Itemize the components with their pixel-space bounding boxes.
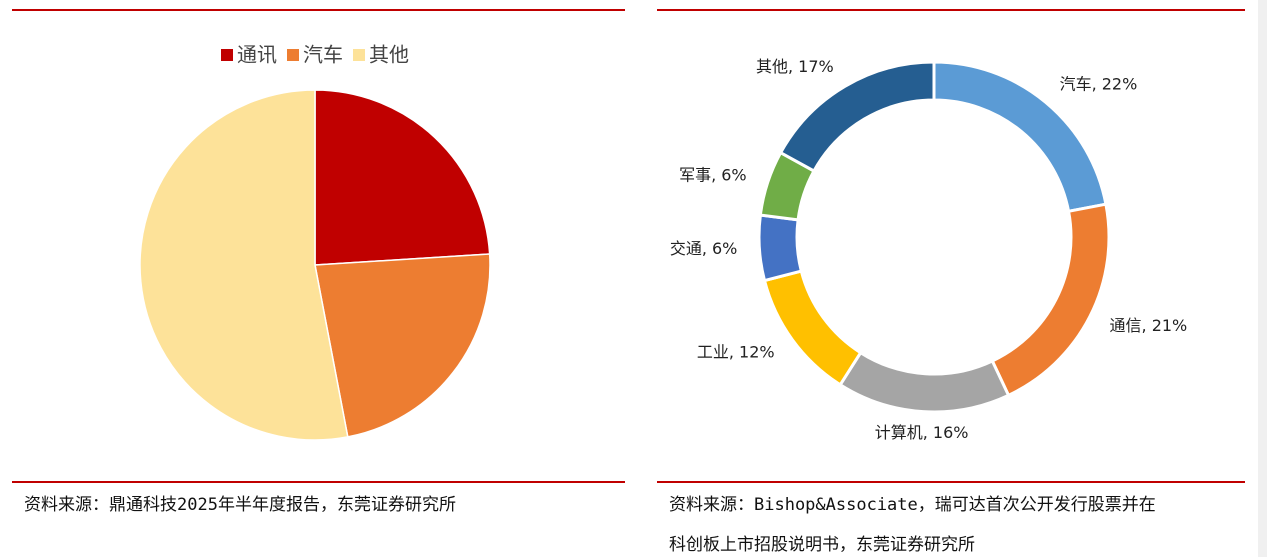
slice (778, 60, 936, 174)
slice (762, 269, 863, 387)
data-label: 汽车, 22% (1060, 75, 1138, 94)
data-label: 军事, 6% (679, 166, 747, 185)
source-note: 资料来源：鼎通科技2025年半年度报告，东莞证券研究所 (24, 495, 456, 515)
source-note: 资料来源：Bishop&Associate，瑞可达首次公开发行股票并在 (669, 495, 1156, 515)
scrollbar (1258, 0, 1267, 557)
data-label: 计算机, 16% (875, 423, 969, 442)
legend-swatch (221, 49, 233, 61)
data-label: 交通, 6% (670, 239, 738, 258)
data-label: 工业, 12% (697, 342, 775, 361)
legend-label: 通讯 (237, 43, 277, 67)
legend-swatch (353, 49, 365, 61)
legend-label: 其他 (369, 43, 409, 67)
slice (139, 89, 349, 441)
slice (757, 213, 804, 283)
slice (314, 89, 491, 266)
slice (314, 253, 491, 438)
data-label: 其他, 17% (756, 57, 834, 76)
legend-swatch (287, 49, 299, 61)
legend-label: 汽车 (303, 43, 343, 67)
data-label: 通信, 21% (1110, 316, 1188, 335)
source-note: 科创板上市招股说明书，东莞证券研究所 (669, 535, 975, 555)
slice (990, 202, 1111, 398)
slice (838, 350, 1011, 414)
